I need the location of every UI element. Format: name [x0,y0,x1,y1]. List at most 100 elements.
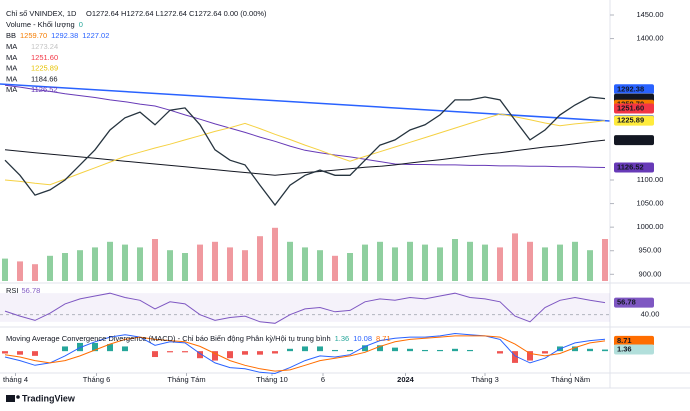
x-tick-label: 6 [321,375,325,384]
macd-hist [422,349,428,352]
ohlc: O1272.64 H1272.64 L1272.64 C1272.64 0.00… [86,9,267,18]
price-tag [614,115,654,126]
volume-bar [332,255,338,281]
ma-legend: MA 1273.24 [6,42,58,51]
bb-value: 1259.70 [20,31,47,40]
price-tag-label: 1251.60 [617,104,644,113]
volume-bar [452,239,458,281]
volume-bar [62,253,68,281]
price-tag [614,103,654,114]
macd-hist [62,346,68,352]
tv-logo [6,395,20,402]
volume-bar [512,233,518,281]
rsi-title: RSI 56.78 [6,286,40,295]
macd-title: Moving Average Convergence Divergence (M… [6,334,391,343]
bb-name: BB [6,31,16,40]
volume-bar [467,241,473,281]
x-tick-label: Tháng Tám [167,375,205,384]
ma-name: MA [6,74,17,83]
trendline [0,83,611,122]
price-tag-label: 1292.38 [617,84,644,93]
macd-hist [212,351,218,361]
price-tag-label: 1184.66 [617,135,644,144]
rsi-tick-label: 40.00 [641,310,660,319]
macd-tag-label: 8.71 [617,336,632,345]
volume-bar [377,241,383,281]
volume-bar [287,241,293,281]
macd-hist [497,351,503,354]
macd-hist [377,345,383,352]
y-tick-label: 1450.00 [636,10,663,19]
y-tick-label: 950.00 [639,246,662,255]
macd-hist [347,349,353,352]
macd-hist [182,351,188,353]
macd-name: Moving Average Convergence Divergence (M… [6,334,331,343]
volume-bar [77,250,83,281]
macd-hist [317,346,323,352]
price-tag-label: 1225.89 [617,116,644,125]
y-tick-label: 900.00 [639,269,662,278]
ma-legend: MA 1251.60 [6,53,58,62]
price-tag [614,162,654,173]
x-tick-label: tháng 4 [3,375,28,384]
macd-hist [287,348,293,352]
price-tag-label: 1126.52 [617,162,644,171]
y-tick-label: 1000.00 [636,222,663,231]
volume-bar [17,261,23,281]
signal-line [4,335,606,372]
x-tick-label: Tháng Năm [551,375,590,384]
y-tick-label: 1400.00 [636,34,663,43]
macd-hist [197,351,203,359]
ma-name: MA [6,53,17,62]
macd-hist [452,348,458,352]
volume-bar [212,241,218,281]
volume-bar [182,253,188,281]
x-tick-label: 2024 [397,375,415,384]
volume-bar [392,247,398,281]
volume-bar [527,241,533,281]
macd-hist [242,351,248,355]
macd-hist [167,351,173,353]
volume-bar [167,250,173,281]
volume-bar [302,247,308,281]
macd-hist [92,342,98,352]
volume-bar [92,247,98,281]
macd-hist [152,351,158,358]
macd-hist [572,346,578,352]
macd-hist [527,351,533,361]
macd-hist [467,349,473,352]
volume-bar [122,244,128,281]
rsi-line [4,292,606,324]
macd-hist [392,347,398,352]
volume-bar [317,250,323,281]
macd-hist [77,342,83,352]
macd-tag-label: 1.36 [617,345,632,354]
macd-value: 1.36 [335,334,350,343]
macd-hist [107,344,113,352]
macd-hist [302,346,308,352]
ma-name: MA [6,42,17,51]
rsi-tag [614,297,654,308]
macd-hist [32,351,38,356]
macd-hist [437,349,443,352]
volume-bar [242,250,248,281]
macd-hist [587,348,593,352]
macd-hist [542,351,548,354]
volume-bar [407,241,413,281]
volume-bar [557,244,563,281]
macd-tag [614,335,654,346]
volume-bar [587,250,593,281]
volume-bar [437,247,443,281]
volume-bar [362,244,368,281]
macd-hist [257,351,263,355]
ma-value: 1184.66 [31,74,58,83]
ma-value: 1273.24 [31,42,58,51]
macd-hist [362,345,368,352]
x-tick-label: Tháng 10 [256,375,288,384]
macd-hist [272,351,278,354]
rsi-band [0,293,610,322]
x-tick-label: Tháng 6 [83,375,111,384]
volume-value: 0 [79,20,83,29]
macd-hist [512,351,518,363]
